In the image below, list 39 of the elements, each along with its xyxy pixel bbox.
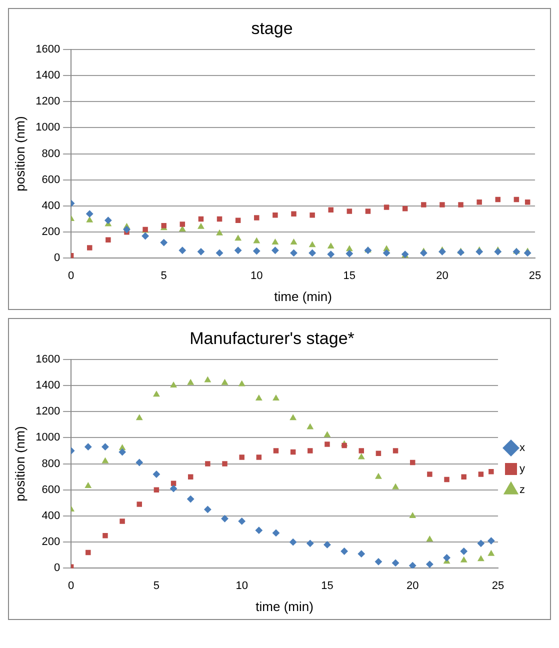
y-tick-label: 800: [42, 458, 60, 470]
y-tick-label: 600: [42, 174, 60, 186]
x-axis-title: time (min): [256, 598, 314, 614]
legend-label: x: [520, 442, 526, 454]
y-tick-label: 1600: [36, 43, 60, 56]
y-tick-label: 1600: [36, 353, 60, 366]
y-tick-label: 0: [54, 562, 60, 574]
x-tick-label: 20: [436, 270, 448, 282]
y-tick-label: 200: [42, 226, 60, 238]
y-tick-label: 400: [42, 510, 60, 522]
chart-title: Manufacturer's stage*: [190, 328, 355, 348]
y-tick-label: 200: [42, 536, 60, 548]
chart-title: stage: [251, 18, 293, 38]
y-tick-label: 600: [42, 484, 60, 496]
x-tick-label: 5: [153, 580, 160, 592]
legend-label: y: [520, 463, 526, 476]
x-tick-label: 10: [250, 270, 263, 282]
x-axis-title: time (min): [274, 288, 332, 304]
y-tick-label: 400: [42, 200, 60, 212]
y-tick-label: 1400: [36, 380, 60, 392]
y-tick-label: 1400: [36, 70, 60, 82]
y-tick-label: 800: [42, 148, 60, 160]
y-tick-label: 1000: [36, 432, 60, 444]
y-tick-label: 0: [54, 252, 60, 264]
x-tick-label: 25: [528, 270, 542, 282]
x-tick-label: 15: [343, 270, 356, 282]
y-axis-title: position (nm): [12, 116, 28, 192]
x-tick-label: 0: [68, 270, 74, 282]
y-tick-label: 1200: [36, 406, 60, 418]
x-tick-label: 15: [321, 580, 334, 592]
x-tick-label: 10: [236, 580, 248, 592]
x-tick-label: 5: [160, 270, 167, 282]
x-tick-label: 0: [68, 580, 74, 592]
y-axis-title: position (nm): [12, 426, 28, 502]
x-tick-label: 25: [492, 580, 504, 592]
y-tick-label: 1000: [36, 122, 60, 134]
x-tick-label: 20: [406, 580, 419, 592]
legend-label: z: [520, 484, 525, 496]
y-tick-label: 1200: [36, 96, 60, 108]
